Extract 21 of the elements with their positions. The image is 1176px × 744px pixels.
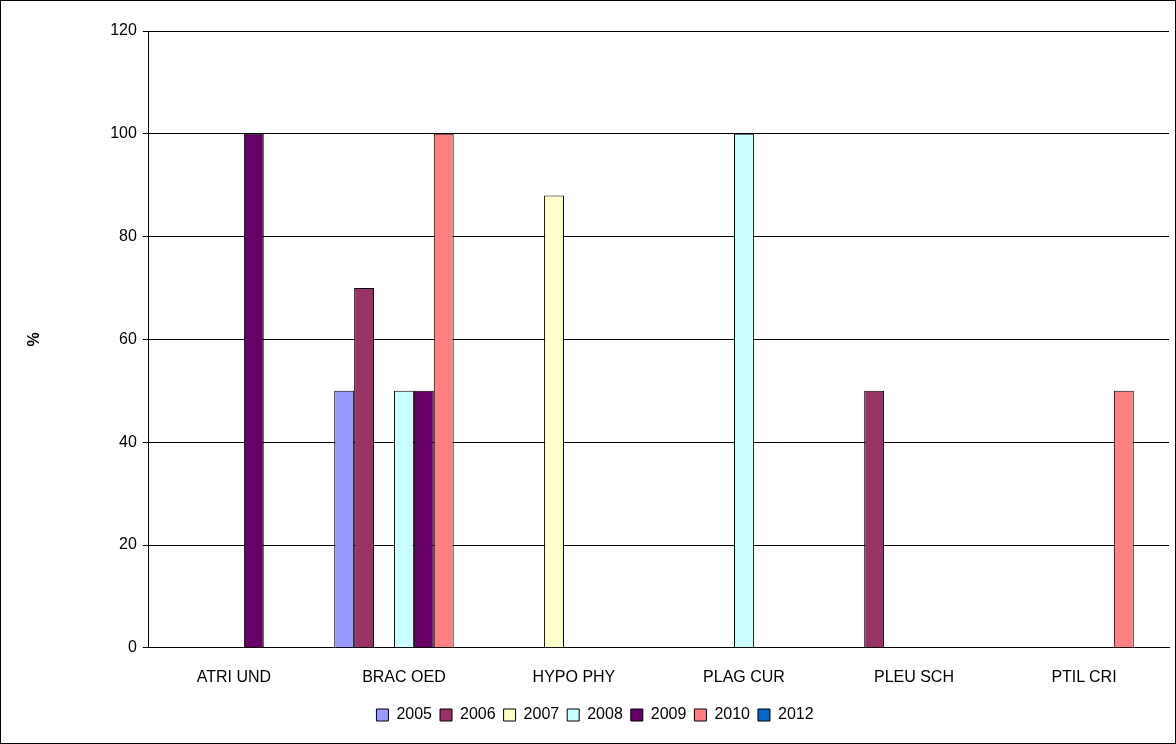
x-tick-label: BRAC OED (362, 667, 446, 685)
legend-label: 2012 (777, 705, 814, 723)
legend-label: 2007 (523, 705, 560, 723)
x-tick-label: PLAG CUR (703, 667, 785, 685)
y-tick-label: 80 (119, 227, 137, 245)
y-axis-title: % (25, 332, 43, 347)
x-tick-label: ATRI UND (196, 667, 272, 685)
y-tick-label: 100 (110, 124, 137, 142)
x-tick-label: HYPO PHY (532, 667, 616, 685)
y-tick-label: 40 (119, 432, 137, 450)
x-tick-label: PLEU SCH (873, 667, 954, 685)
y-tick-label: 20 (119, 535, 137, 553)
y-tick-label: 0 (127, 638, 137, 656)
legend-label: 2010 (714, 705, 751, 723)
legend-label: 2006 (460, 705, 496, 723)
legend-label: 2009 (650, 705, 687, 723)
y-tick-label: 120 (110, 21, 137, 39)
legend-label: 2005 (396, 705, 433, 723)
legend-label: 2008 (587, 705, 623, 723)
x-tick-label: PTIL CRI (1051, 667, 1117, 685)
y-tick-label: 60 (119, 329, 137, 347)
